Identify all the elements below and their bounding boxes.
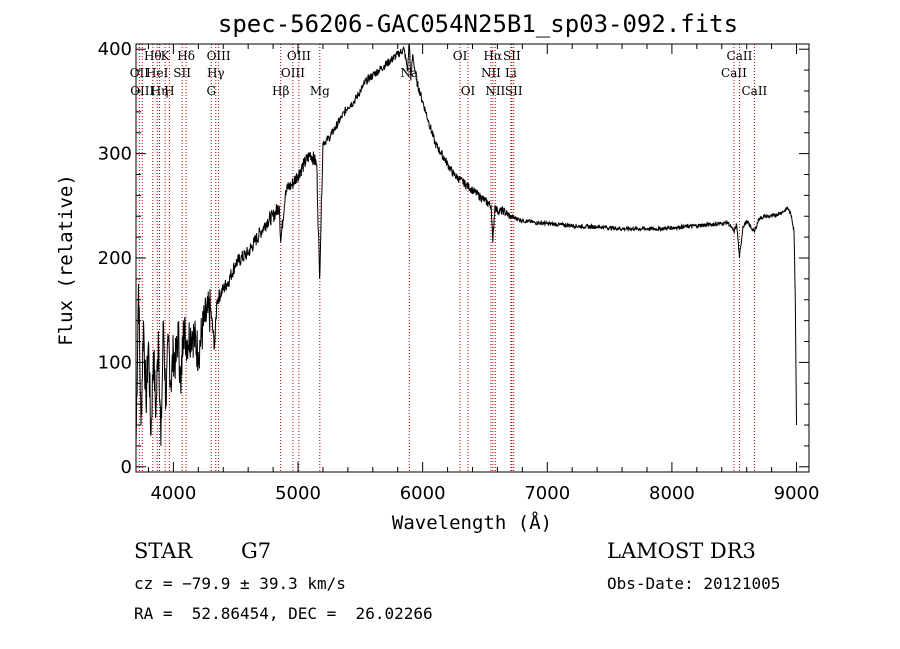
spectral-line-markers: HθOIIOIIIHeIHηKHSIIHδGHγOIIIHβOIIIOIIIMg… [130,44,768,472]
line-label-24: SII [505,84,523,98]
spectrum-series [135,43,797,446]
line-label-13: OIII [281,66,305,80]
y-tick-label-3: 300 [98,144,132,165]
line-label-12: Hβ [272,84,289,98]
object-class: STAR [134,539,193,563]
line-label-23: SII [503,49,521,63]
line-label-6: H [164,84,174,98]
line-label-15: Mg [310,84,330,98]
y-tick-label-0: 0 [121,457,132,478]
line-label-7: SII [173,66,191,80]
survey-name: LAMOST DR3 [607,539,756,563]
x-tick-label-1: 5000 [275,483,321,504]
x-tick-label-5: 9000 [774,483,820,504]
line-label-0: Hθ [144,49,162,63]
x-tick-label-0: 4000 [150,483,196,504]
line-label-11: OIII [207,49,231,63]
line-label-21: NII [485,84,505,98]
line-label-20: Hα [484,49,503,63]
y-axis-label: Flux (relative) [55,174,77,346]
line-label-3: HeI [146,66,169,80]
line-label-26: CaII [727,49,753,63]
y-tick-label-2: 200 [98,248,132,269]
x-tick-label-4: 8000 [649,483,695,504]
line-label-22: Li [505,66,517,80]
line-label-17: OI [453,49,468,63]
line-label-10: Hγ [207,66,225,80]
observation-date: Obs-Date: 20121005 [607,574,781,593]
line-label-4: Hη [151,84,169,98]
x-axis-label: Wavelength (Å) [392,511,552,534]
line-label-14: OIII [287,49,311,63]
line-label-5: K [161,49,171,63]
chart-title: spec-56206-GAC054N25B1_sp03-092.fits [218,10,738,38]
spectrum-line [135,43,797,446]
x-tick-label-3: 7000 [524,483,570,504]
line-label-19: NII [481,66,501,80]
line-label-8: Hδ [177,49,195,63]
line-label-18: OI [461,84,476,98]
object-subclass: G7 [241,539,272,563]
axis-ticks: 4000 5000 6000 7000 8000 9000 0 100 200 300 400 [98,39,820,504]
redshift-velocity: cz = −79.9 ± 39.3 km/s [134,574,346,593]
line-label-1: OII [130,66,150,80]
line-label-9: G [206,84,216,98]
x-tick-label-2: 6000 [400,483,446,504]
line-label-16: Na [400,66,418,80]
plot-frame [135,43,810,473]
line-label-25: CaII [721,66,747,80]
y-tick-label-1: 100 [98,352,132,373]
sky-coordinates: RA = 52.86454, DEC = 26.02266 [134,604,433,623]
line-label-27: CaII [741,84,767,98]
y-tick-label-4: 400 [98,39,132,60]
